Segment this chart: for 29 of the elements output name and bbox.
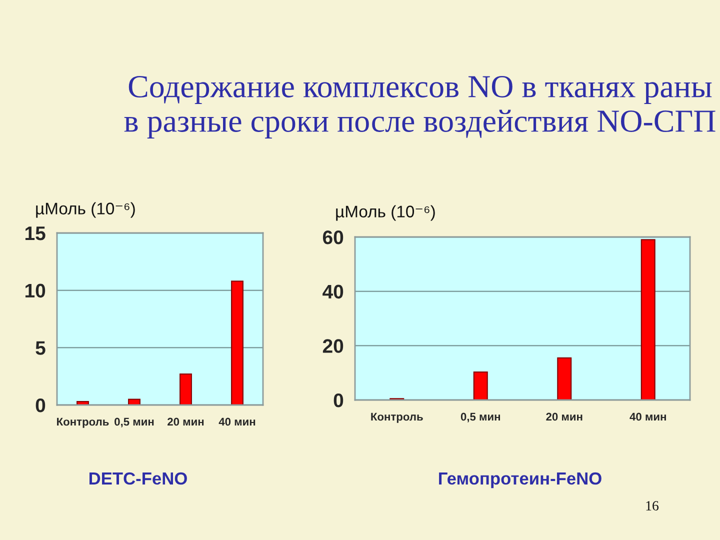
bar [473,371,488,400]
x-tick-label: 0,5 мин [460,412,500,422]
y-axis-title: µМоль (10⁻⁶) [36,202,135,218]
bar [76,401,89,405]
text: Содержание комплексов NO в тканях раны в разные сроки после воздействия NO-СГП [124,76,716,138]
x-tick-label: 20 мин [546,412,582,421]
bar [231,280,244,405]
x-axis-title: DETC-FeNO [89,472,187,485]
x-tick-label: Контроль [371,412,423,423]
y-tick-label: 20 [322,339,344,353]
x-tick-label: 40 мин [630,412,666,421]
x-axis-title: Гемопротеин-FeNO [439,472,602,488]
y-tick-label: 5 [36,341,46,355]
y-tick-label: 40 [322,284,344,299]
y-tick-label: 0 [334,393,344,408]
text: 16 [646,501,659,510]
x-tick-label: 20 мин [168,418,204,426]
y-axis-title: µМоль (10⁻⁶) [336,205,435,221]
x-tick-label: Контроль [57,418,109,428]
y-tick-label: 60 [322,230,344,244]
bar [180,373,192,405]
bar [557,357,572,400]
y-tick-label: 0 [36,398,46,412]
y-tick-label: 10 [25,284,46,298]
bar [128,398,140,405]
bar [640,239,656,400]
y-tick-label: 15 [25,226,46,240]
x-tick-label: 0,5 мин [114,418,154,428]
x-tick-label: 40 мин [218,418,256,426]
